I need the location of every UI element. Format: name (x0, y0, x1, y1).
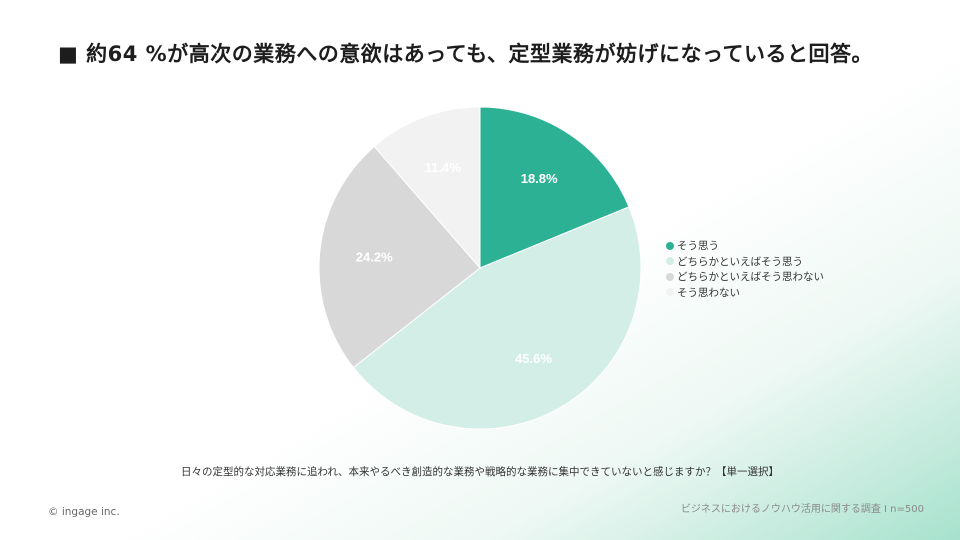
survey-source: ビジネスにおけるノウハウ活用に関する調査 I n=500 (680, 504, 924, 515)
legend-label: そう思わない (677, 286, 740, 299)
legend-label: どちらかといえばそう思う (677, 255, 803, 268)
legend-swatch (666, 241, 674, 250)
chart-legend: そう思うどちらかといえばそう思うどちらかといえばそう思わない そう思わない (666, 238, 824, 300)
legend-item: そう思う (666, 238, 824, 254)
legend-label: どちらかといえばそう思わない (677, 271, 824, 284)
legend-swatch (666, 272, 674, 281)
pie-slice-label: 45.6% (515, 351, 552, 366)
legend-item: どちらかといえばそう思わない (666, 269, 824, 285)
legend-item: そう思わない (666, 285, 824, 301)
pie-slice-label: 11.4% (425, 160, 462, 175)
legend-item: どちらかといえばそう思う (666, 254, 824, 270)
pie-slice (479, 106, 630, 269)
copyright: © ingage inc. (48, 506, 120, 518)
legend-swatch (666, 288, 674, 297)
page-title: ■ 約64 %が高次の業務への意欲はあっても、定型業務が妨げになっていると回答。 (58, 42, 873, 66)
pie-slice-label: 18.8% (521, 171, 558, 186)
pie-slice (352, 206, 642, 430)
legend-label: そう思う (677, 240, 719, 253)
pie-chart: 18.8% 45.6% 24.2% 11.4% (318, 106, 642, 430)
pie-slice (373, 106, 481, 270)
pie-slice (318, 145, 481, 369)
legend-swatch (666, 257, 674, 266)
pie-slice-label: 24.2% (356, 249, 393, 264)
survey-question: 日々の定型的な対応業務に追われ、本来やるべき創造的な業務や戦略的な業務に集中でき… (180, 466, 780, 478)
